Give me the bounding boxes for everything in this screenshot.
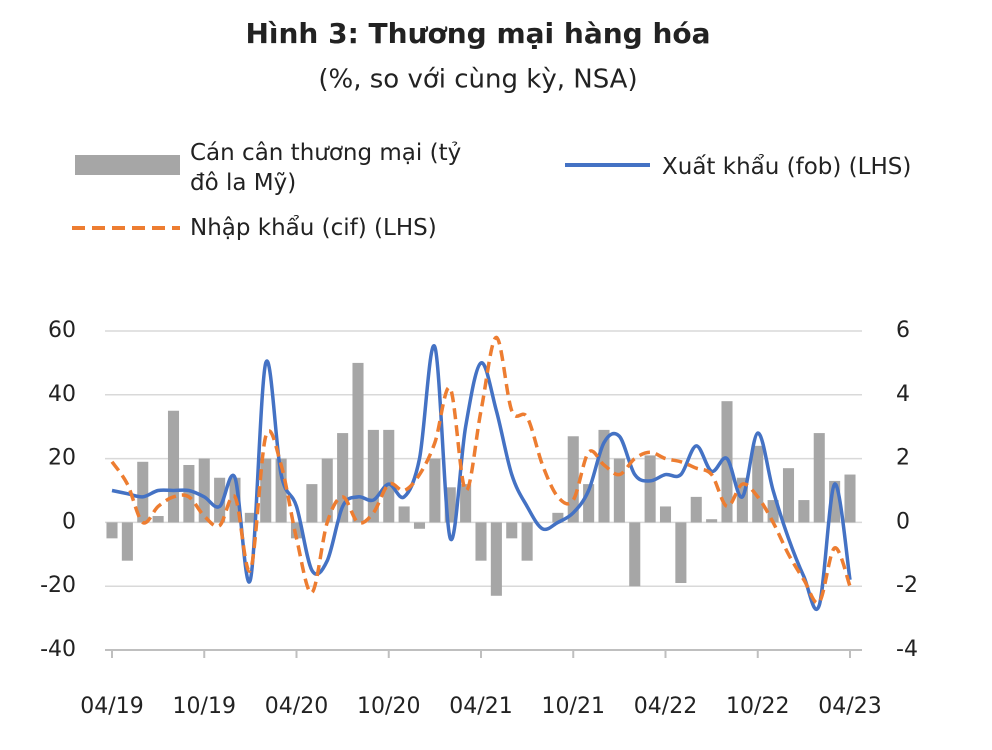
x-tick-label: 10/19 <box>173 694 236 719</box>
bar <box>644 455 656 523</box>
y-tick-label: 40 <box>48 382 76 407</box>
y-tick-label: 0 <box>62 509 76 534</box>
bar <box>782 468 795 523</box>
y-tick-label: -40 <box>40 637 76 662</box>
bar <box>214 477 226 523</box>
y2-tick-label: 4 <box>896 382 910 407</box>
bar <box>736 477 748 523</box>
bar <box>337 433 349 523</box>
legend-swatch <box>75 155 180 175</box>
y-tick-label: 60 <box>48 318 76 343</box>
bar <box>183 464 195 523</box>
bar <box>613 458 625 523</box>
bar <box>706 519 718 523</box>
bar <box>444 487 456 523</box>
bar <box>629 522 641 587</box>
bar <box>352 362 364 523</box>
bar <box>137 461 149 523</box>
bar <box>413 522 426 529</box>
bar <box>752 445 764 523</box>
bar <box>767 500 779 523</box>
y2-tick-label: -4 <box>896 637 918 662</box>
bar <box>244 512 256 523</box>
y2-tick-label: 0 <box>896 509 910 534</box>
x-tick-label: 04/23 <box>818 694 881 719</box>
bar <box>121 522 133 561</box>
bar <box>290 522 303 539</box>
bar <box>460 484 472 523</box>
bar <box>429 458 441 523</box>
bar <box>567 436 579 523</box>
x-tick-label: 04/22 <box>634 694 697 719</box>
bar <box>106 522 118 539</box>
bar <box>659 506 672 523</box>
legend-label: Xuất khẩu (fob) (LHS) <box>662 154 912 180</box>
x-tick-label: 04/20 <box>265 694 328 719</box>
bar <box>675 522 687 584</box>
x-tick-label: 10/21 <box>542 694 605 719</box>
bar <box>260 458 272 523</box>
y-tick-label: -20 <box>40 573 76 598</box>
bar <box>844 474 856 523</box>
legend-label: Cán cân thương mại (tỷ đô la Mỹ) <box>190 140 462 196</box>
bar <box>367 429 379 523</box>
bar <box>398 506 410 523</box>
bar <box>383 429 395 523</box>
bar <box>798 500 810 523</box>
x-tick-label: 04/21 <box>449 694 512 719</box>
y-tick-label: 20 <box>48 446 76 471</box>
bar <box>721 401 733 523</box>
bar <box>813 433 825 523</box>
bar <box>829 480 841 523</box>
y2-tick-label: 6 <box>896 318 910 343</box>
bar <box>506 522 518 539</box>
bar <box>167 410 180 523</box>
line <box>111 344 852 611</box>
x-tick-label: 10/20 <box>357 694 420 719</box>
bar <box>275 458 287 523</box>
bar <box>552 512 564 523</box>
bar <box>490 522 502 596</box>
chart-title: Hình 3: Thương mại hàng hóa <box>245 17 710 50</box>
y2-tick-label: 2 <box>896 446 910 471</box>
bar <box>306 484 318 523</box>
bar <box>598 429 610 523</box>
bar <box>521 522 533 561</box>
legend-label: Nhập khẩu (cif) (LHS) <box>190 215 437 241</box>
bar <box>198 458 210 523</box>
bar <box>475 522 487 561</box>
bar <box>152 516 164 523</box>
x-tick-label: 10/22 <box>726 694 789 719</box>
chart-subtitle: (%, so với cùng kỳ, NSA) <box>318 65 637 95</box>
y2-tick-label: -2 <box>896 573 918 598</box>
x-tick-label: 04/19 <box>80 694 143 719</box>
line <box>110 335 852 605</box>
bar <box>690 496 702 523</box>
bar <box>321 458 333 523</box>
bar <box>583 484 595 523</box>
